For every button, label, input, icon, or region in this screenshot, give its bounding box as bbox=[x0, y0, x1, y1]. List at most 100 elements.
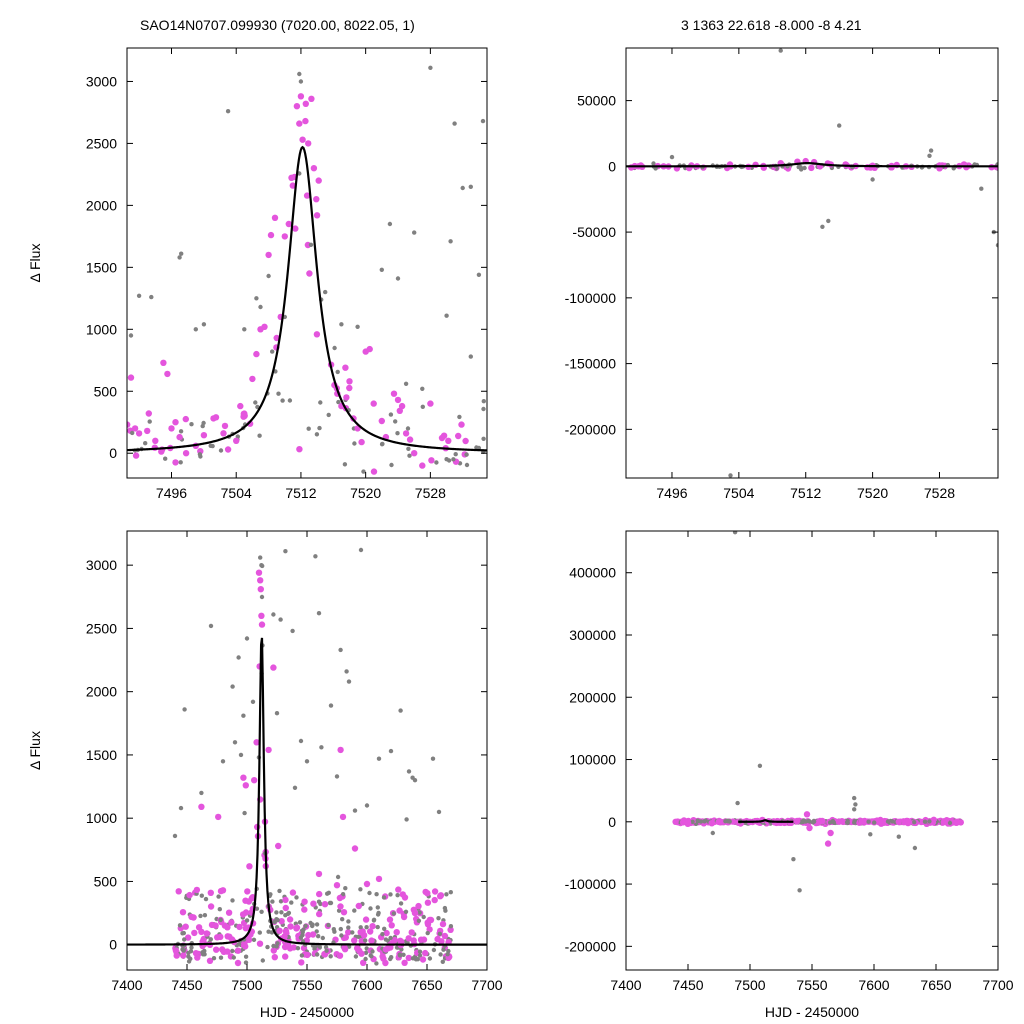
data-point-gray bbox=[912, 820, 917, 825]
y-tick-label: 50000 bbox=[577, 93, 616, 109]
data-point-gray bbox=[457, 414, 462, 420]
data-point-gray bbox=[350, 930, 355, 935]
data-point-gray bbox=[258, 555, 263, 560]
data-point-gray bbox=[259, 563, 264, 568]
data-point-gray bbox=[189, 422, 194, 427]
data-point-gray bbox=[277, 888, 282, 894]
data-point-gray bbox=[314, 929, 319, 934]
data-point-gray bbox=[265, 944, 270, 950]
data-point-magenta bbox=[292, 225, 299, 232]
data-point-magenta bbox=[905, 818, 912, 825]
data-point-gray bbox=[480, 118, 486, 124]
data-point-gray bbox=[444, 313, 449, 318]
data-point-gray bbox=[383, 937, 389, 942]
data-point-gray bbox=[375, 905, 380, 910]
data-point-magenta bbox=[221, 422, 229, 430]
data-point-magenta bbox=[253, 350, 260, 358]
y-tick-label: 0 bbox=[608, 158, 616, 174]
data-point-gray bbox=[421, 914, 426, 920]
data-point-gray bbox=[254, 296, 259, 301]
data-point-magenta bbox=[234, 947, 242, 954]
data-point-magenta bbox=[957, 819, 964, 826]
data-point-magenta bbox=[152, 437, 159, 444]
data-point-magenta bbox=[194, 954, 201, 961]
data-point-gray bbox=[802, 165, 807, 171]
data-point-gray bbox=[399, 947, 404, 952]
data-point-magenta bbox=[261, 323, 268, 330]
data-point-magenta bbox=[212, 922, 219, 929]
data-point-gray bbox=[257, 930, 262, 935]
data-point-gray bbox=[304, 759, 310, 764]
data-point-gray bbox=[398, 901, 404, 906]
data-point-gray bbox=[199, 790, 204, 796]
data-point-gray bbox=[837, 123, 842, 128]
data-point-gray bbox=[339, 322, 344, 327]
data-point-gray bbox=[481, 406, 486, 412]
data-point-magenta bbox=[358, 438, 365, 446]
data-point-gray bbox=[232, 740, 238, 745]
data-point-gray bbox=[352, 441, 357, 446]
data-point-magenta bbox=[388, 922, 395, 929]
data-point-magenta bbox=[221, 922, 229, 929]
data-point-gray bbox=[885, 819, 891, 824]
data-point-magenta bbox=[249, 375, 256, 383]
data-point-magenta bbox=[234, 959, 242, 967]
data-point-gray bbox=[371, 917, 377, 922]
data-point-gray bbox=[286, 910, 292, 916]
data-point-magenta bbox=[265, 746, 272, 754]
data-point-magenta bbox=[360, 959, 367, 966]
data-point-gray bbox=[202, 913, 208, 918]
data-point-gray bbox=[927, 153, 932, 158]
model-curve bbox=[626, 161, 998, 168]
data-point-magenta bbox=[191, 929, 198, 937]
data-point-gray bbox=[852, 818, 857, 824]
data-point-gray bbox=[241, 713, 246, 718]
data-point-gray bbox=[370, 949, 375, 954]
data-point-gray bbox=[361, 469, 366, 474]
data-point-gray bbox=[417, 953, 423, 958]
data-point-gray bbox=[324, 948, 329, 953]
data-point-magenta bbox=[240, 774, 247, 781]
data-point-gray bbox=[335, 369, 340, 375]
data-point-magenta bbox=[340, 909, 348, 916]
data-point-gray bbox=[799, 167, 804, 172]
data-point-magenta bbox=[715, 818, 722, 826]
data-point-gray bbox=[197, 452, 203, 457]
data-point-gray bbox=[314, 432, 320, 437]
x-tick-label: 7450 bbox=[171, 977, 202, 993]
data-point-magenta bbox=[179, 909, 187, 916]
data-point-magenta bbox=[175, 888, 182, 895]
data-point-gray bbox=[332, 345, 337, 351]
data-point-gray bbox=[853, 802, 858, 807]
plot-frame bbox=[126, 47, 488, 479]
x-tick-label: 7550 bbox=[291, 977, 322, 993]
data-point-gray bbox=[274, 910, 279, 915]
x-tick-label: 7700 bbox=[471, 977, 502, 993]
data-point-magenta bbox=[144, 427, 151, 435]
data-point-magenta bbox=[160, 359, 167, 366]
y-tick-label: -100000 bbox=[565, 876, 617, 892]
data-point-magenta bbox=[132, 452, 140, 459]
data-point-gray bbox=[425, 930, 430, 936]
data-point-gray bbox=[397, 952, 403, 957]
data-point-gray bbox=[453, 452, 458, 457]
data-point-magenta bbox=[239, 911, 247, 918]
plot-area bbox=[626, 48, 998, 478]
data-point-gray bbox=[271, 943, 276, 949]
data-point-magenta bbox=[953, 819, 960, 826]
data-point-gray bbox=[266, 273, 271, 279]
data-point-magenta bbox=[303, 937, 310, 944]
data-point-magenta bbox=[309, 931, 317, 938]
data-point-gray bbox=[250, 699, 256, 704]
data-point-gray bbox=[163, 456, 168, 461]
y-tick-label: 1000 bbox=[86, 810, 117, 826]
y-tick-label: 100000 bbox=[569, 752, 616, 768]
data-point-magenta bbox=[168, 425, 175, 432]
data-point-gray bbox=[690, 819, 695, 824]
data-point-gray bbox=[328, 703, 334, 708]
data-point-gray bbox=[428, 65, 433, 71]
header-left-title: SAO14N0707.099930 (7020.00, 8022.05, 1) bbox=[140, 17, 415, 33]
data-point-magenta bbox=[382, 959, 389, 967]
data-point-magenta bbox=[794, 817, 801, 825]
